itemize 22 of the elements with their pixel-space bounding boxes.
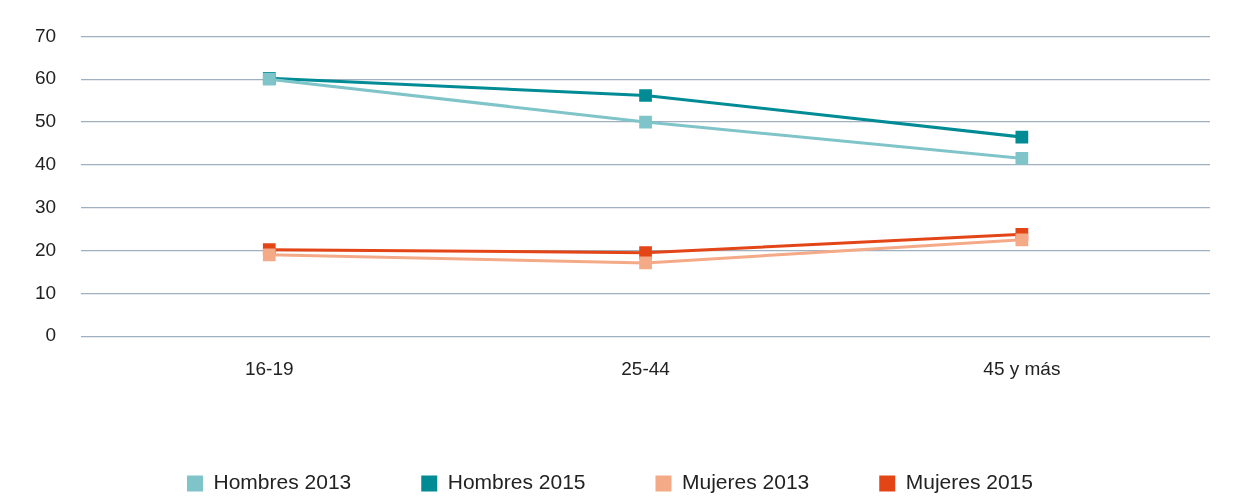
point [1015, 130, 1029, 144]
legend-label: Mujeres 2015 [905, 470, 1033, 494]
y-tick-label: 50 [34, 110, 57, 132]
point [639, 115, 652, 129]
point [1015, 152, 1029, 165]
point [639, 89, 652, 102]
y-tick-label: 70 [34, 24, 57, 46]
x-tick-label: 45 y más [983, 357, 1061, 379]
y-tick-label: 0 [45, 324, 57, 346]
point [1015, 233, 1029, 247]
point [639, 256, 652, 270]
legend-label: Mujeres 2013 [682, 470, 810, 494]
point [262, 248, 276, 262]
legend-label: Hombres 2013 [213, 470, 352, 494]
x-tick-label: 25-44 [621, 357, 671, 379]
y-tick-label: 60 [34, 67, 57, 89]
y-tick-label: 20 [34, 238, 57, 260]
y-tick-label: 40 [34, 153, 57, 175]
y-tick-label: 30 [34, 195, 57, 217]
x-tick-label: 16-19 [244, 357, 294, 379]
y-tick-label: 10 [34, 281, 57, 303]
legend-label: Hombres 2015 [447, 470, 586, 494]
